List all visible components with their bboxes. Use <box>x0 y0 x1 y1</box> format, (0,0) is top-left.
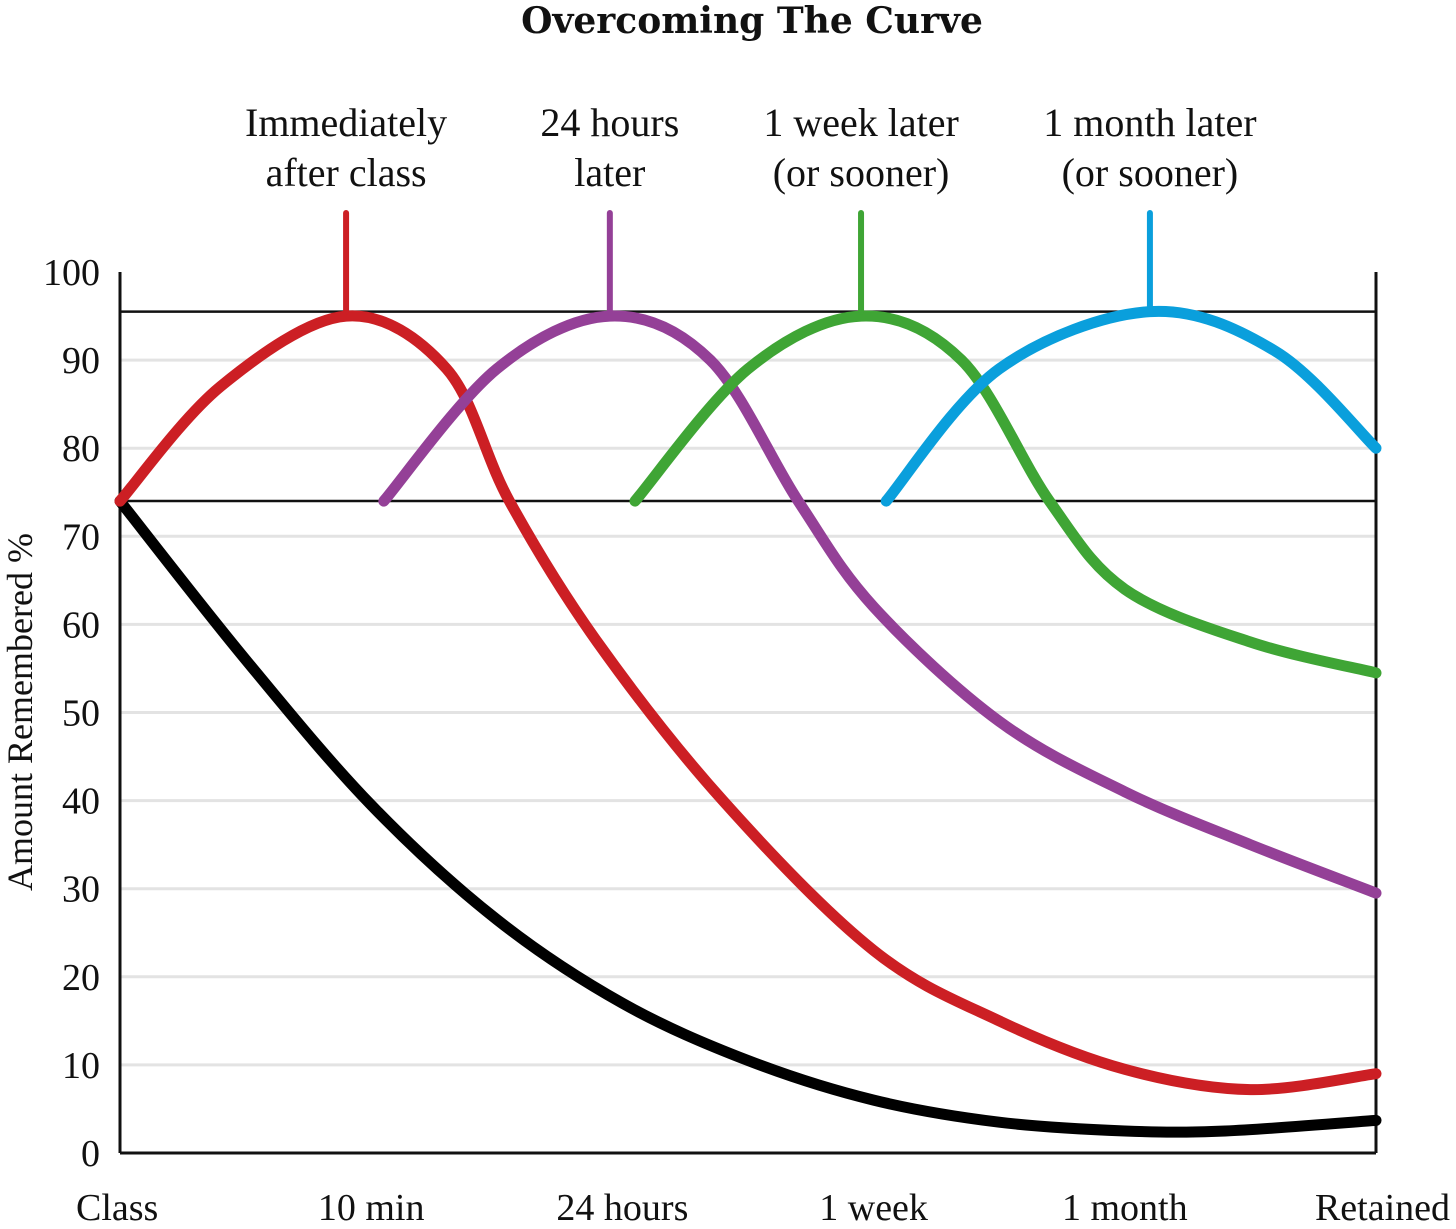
y-tick-label: 90 <box>62 340 100 382</box>
annotation-label: (or sooner) <box>773 150 950 195</box>
x-tick-label: 1 month <box>1062 1187 1188 1229</box>
review2-curve <box>378 310 1382 899</box>
annotation-label: after class <box>266 150 427 195</box>
annotation-label: later <box>574 150 645 195</box>
y-tick-label: 80 <box>62 428 100 470</box>
forgetting-curve <box>114 495 1382 1138</box>
gridlines <box>120 358 1376 1067</box>
curves <box>114 305 1382 1138</box>
review-annotations: Immediately after class 24 hours later 1 wee… <box>245 100 1257 315</box>
y-tick-label: 50 <box>62 693 100 735</box>
y-tick-label: 40 <box>62 781 100 823</box>
review3-curve <box>629 310 1382 679</box>
annotation-label: 24 hours <box>540 100 679 145</box>
annotation-label: Immediately <box>245 100 447 145</box>
y-tick-label: 100 <box>43 252 100 294</box>
review4-curve <box>880 305 1382 507</box>
y-tick-label: 30 <box>62 869 100 911</box>
x-tick-label: Class <box>76 1187 158 1229</box>
y-tick-label: 0 <box>81 1133 100 1175</box>
x-tick-label: 10 min <box>318 1187 425 1229</box>
x-tick-label: 24 hours <box>556 1187 688 1229</box>
annotation-label: 1 month later <box>1043 100 1256 145</box>
y-axis-label: Amount Remembered % <box>0 533 40 891</box>
x-tick-label: Retained <box>1315 1187 1450 1229</box>
plot-frame <box>118 272 1378 1155</box>
axis-ticks: 0 10 20 30 40 50 60 70 80 90 100 Class 10 min 24 hour… <box>43 252 1450 1229</box>
y-tick-label: 10 <box>62 1045 100 1087</box>
x-tick-label: 1 week <box>819 1187 928 1229</box>
y-tick-label: 70 <box>62 516 100 558</box>
y-tick-label: 20 <box>62 957 100 999</box>
y-tick-label: 60 <box>62 604 100 646</box>
annotation-label: 1 week later <box>763 100 958 145</box>
review1-curve <box>114 310 1382 1096</box>
annotation-label: (or sooner) <box>1062 150 1239 195</box>
chart-title: Overcoming The Curve <box>521 0 983 42</box>
